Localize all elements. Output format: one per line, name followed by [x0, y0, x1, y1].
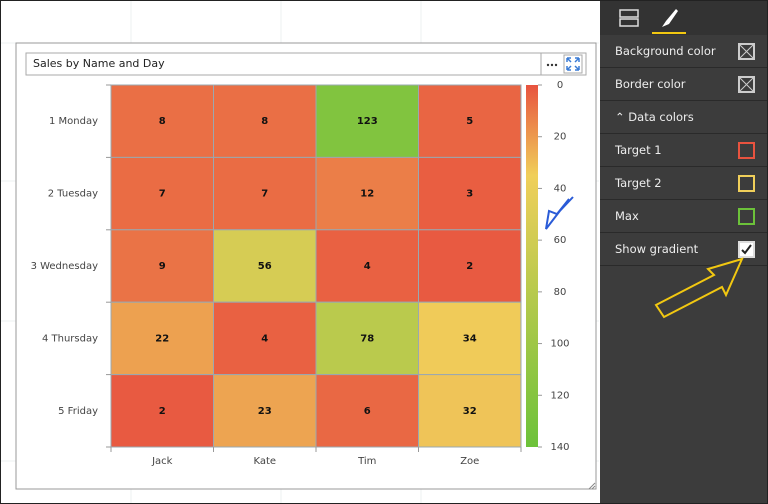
heat-cell [213, 301, 317, 376]
expand-icon [566, 57, 580, 71]
x-tick-label: Tim [357, 456, 376, 467]
label: Target 2 [615, 176, 662, 190]
y-tick-label: 3 Wednesday [31, 261, 99, 272]
cell-label: 123 [357, 116, 378, 127]
colorbar-tick-label: 60 [554, 235, 567, 246]
cell-label: 2 [159, 406, 166, 417]
cell-label: 32 [463, 406, 477, 417]
cell-label: 4 [364, 261, 371, 272]
heat-cell [213, 229, 317, 303]
setting-row[interactable]: Show gradient [600, 233, 767, 266]
setting-row[interactable]: Target 2 [600, 167, 767, 200]
y-tick-label: 1 Monday [49, 116, 98, 127]
cell-label: 8 [159, 116, 166, 127]
heat-cell [418, 374, 522, 448]
tabs [600, 1, 767, 35]
cell-label: 8 [261, 116, 268, 127]
heat-cell [418, 229, 522, 303]
cell-label: 3 [466, 189, 473, 200]
heat-cell [110, 156, 214, 231]
colorbar-tick-label: 80 [554, 287, 567, 298]
expand-button[interactable] [563, 54, 583, 74]
cell-label: 7 [159, 189, 166, 200]
colorbar-tick-label: 100 [550, 339, 569, 350]
colorbar-tick-label: 0 [557, 80, 563, 91]
colorbar-tick-label: 120 [550, 390, 569, 401]
section-header[interactable]: ⌃ Data colors [600, 101, 767, 134]
setting-row[interactable]: Max [600, 200, 767, 233]
heat-cell [213, 374, 317, 448]
heat-cell [110, 229, 214, 303]
color-swatch[interactable] [738, 208, 755, 225]
yellow-arrow [654, 257, 744, 319]
cell-label: 34 [463, 333, 477, 344]
fields-tab-icon [619, 18, 639, 27]
setting-row[interactable]: Border color [600, 68, 767, 101]
x-tick-label: Jack [151, 456, 173, 467]
resize-grip [588, 482, 596, 490]
chart-title: Sales by Name and Day [33, 57, 165, 70]
label: Show gradient [615, 242, 699, 256]
heat-cell [213, 156, 317, 231]
canvas: Sales by Name and Day 8 8 123 57 7 12 39 56 4 222… [1, 1, 599, 503]
cell-label: 23 [258, 406, 272, 417]
blue-arrow [545, 196, 574, 230]
colorbar [526, 85, 538, 447]
label: Background color [615, 44, 716, 58]
cell-label: 2 [466, 261, 473, 272]
y-tick-label: 2 Tuesday [48, 189, 98, 200]
tab-icons [619, 9, 686, 34]
color-swatch[interactable] [738, 142, 755, 159]
title-box [25, 52, 587, 76]
heat-cell [110, 301, 214, 376]
setting-row[interactable]: Background color [600, 35, 767, 68]
format-tab[interactable] [662, 9, 678, 27]
heat-cell [418, 301, 522, 376]
y-tick-label: 5 Friday [58, 406, 98, 417]
x-tick-label: Kate [253, 456, 276, 467]
arrow-layer [654, 257, 744, 319]
label: Data colors [628, 110, 694, 124]
heat-cell [315, 84, 419, 158]
cell-label: 4 [261, 333, 268, 344]
label: Target 1 [615, 143, 662, 157]
heat-cell [418, 84, 522, 158]
y-tick-label: 4 Thursday [42, 333, 98, 344]
cell-label: 56 [258, 261, 272, 272]
fields-tab[interactable] [619, 9, 639, 18]
cell-label: 78 [360, 333, 374, 344]
label: Border color [615, 77, 686, 91]
label: Max [615, 209, 639, 223]
heat-cell [418, 156, 522, 231]
format-panel: Background color Border color ⌃ Data col… [600, 1, 767, 503]
setting-row[interactable]: Target 1 [600, 134, 767, 167]
heat-cell [315, 374, 419, 448]
caret: ⌃ [615, 110, 625, 124]
heat-cell [110, 374, 214, 448]
heat-cell [315, 229, 419, 303]
cell-label: 7 [261, 189, 268, 200]
colorbar-tick-label: 40 [554, 183, 567, 194]
colorbar-tick-label: 140 [550, 442, 569, 453]
cell-label: 22 [155, 333, 169, 344]
heat-cell [315, 301, 419, 376]
cell-label: 9 [159, 261, 166, 272]
colorbar-tick-label: 20 [554, 132, 567, 143]
swatch-none[interactable] [738, 43, 755, 60]
cell-label: 12 [360, 189, 374, 200]
checkbox[interactable] [738, 241, 755, 258]
swatch-none[interactable] [738, 76, 755, 93]
x-tick-label: Zoe [460, 456, 479, 467]
color-swatch[interactable] [738, 175, 755, 192]
menu-button[interactable] [546, 63, 558, 67]
cell-label: 6 [364, 406, 371, 417]
cell-label: 5 [466, 116, 473, 127]
